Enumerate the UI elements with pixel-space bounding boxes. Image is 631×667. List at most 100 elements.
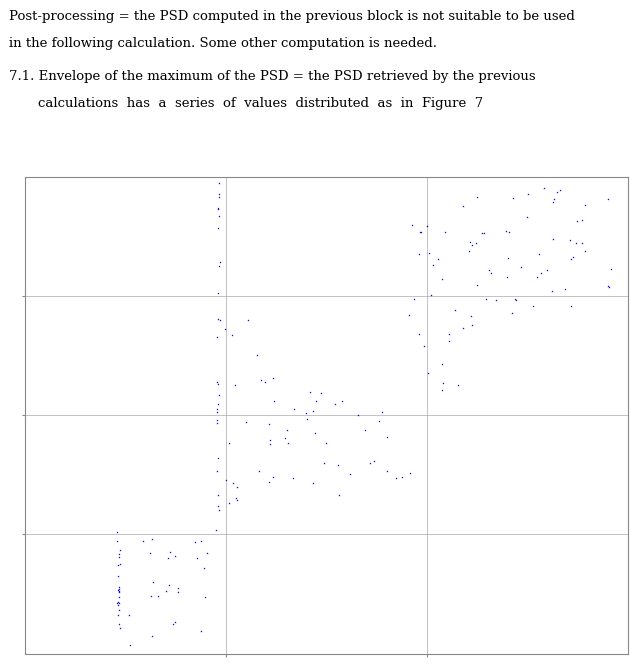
Point [214,260,224,271]
Point [213,203,223,214]
Point [504,226,514,237]
Point [603,194,613,205]
Point [227,478,237,488]
Point [212,376,222,387]
Point [457,201,468,212]
Point [577,215,587,225]
Point [508,192,518,203]
Point [125,640,135,650]
Text: Post-processing = the PSD computed in the previous block is not suitable to be u: Post-processing = the PSD computed in th… [9,10,575,23]
Point [374,415,384,426]
Point [428,259,438,270]
Point [212,417,222,428]
Point [220,324,230,335]
Point [112,527,122,538]
Point [114,586,124,596]
Point [437,385,447,396]
Point [310,428,320,438]
Point [289,404,299,414]
Point [382,466,392,477]
Point [114,560,124,570]
Point [215,256,225,267]
Point [214,191,224,202]
Point [309,478,319,489]
Point [224,498,234,509]
Point [254,466,264,476]
Point [555,185,565,195]
Point [264,477,274,488]
Point [213,490,223,500]
Point [214,390,224,400]
Point [457,323,468,334]
Point [549,193,559,204]
Point [213,453,223,464]
Point [603,280,613,291]
Point [114,592,124,602]
Point [114,545,124,556]
Point [269,396,279,407]
Point [283,438,293,448]
Point [213,202,223,213]
Point [146,630,156,641]
Point [476,227,487,238]
Point [199,562,209,573]
Point [604,282,614,293]
Point [230,493,240,504]
Point [369,456,379,467]
Text: 7.1. Envelope of the maximum of the PSD = the PSD retrieved by the previous: 7.1. Envelope of the maximum of the PSD … [9,70,536,83]
Point [302,414,312,424]
Point [113,571,123,582]
Point [472,279,482,290]
Point [311,395,321,406]
Point [484,264,494,275]
Point [196,536,206,547]
Point [413,329,423,340]
Point [316,388,326,398]
Point [536,267,546,278]
Point [405,467,415,478]
Point [264,439,274,450]
Point [170,617,180,628]
Point [227,329,237,340]
Point [232,495,242,506]
Point [466,310,476,321]
Point [164,579,174,590]
Point [202,547,212,558]
Point [424,248,434,259]
Point [449,305,459,315]
Point [114,552,124,562]
Point [572,215,582,226]
Point [300,408,310,418]
Point [382,432,392,442]
Point [333,460,343,470]
Point [215,211,225,221]
Point [264,418,274,429]
Point [113,597,123,608]
Point [212,331,222,342]
Point [423,368,433,378]
Point [552,187,562,197]
Point [114,586,124,597]
Point [190,537,200,548]
Point [124,610,134,620]
Point [162,552,172,563]
Point [437,273,447,284]
Point [212,404,222,414]
Point [516,261,526,272]
Point [114,605,124,616]
Point [212,466,222,477]
Point [213,287,223,298]
Point [280,433,290,444]
Point [114,600,124,610]
Point [114,549,124,560]
Point [168,618,178,629]
Point [415,227,425,237]
Point [211,524,221,535]
Point [145,548,155,558]
Point [224,438,234,448]
Point [146,591,156,602]
Point [511,295,521,305]
Point [241,416,251,427]
Point [360,425,370,436]
Point [252,350,262,360]
